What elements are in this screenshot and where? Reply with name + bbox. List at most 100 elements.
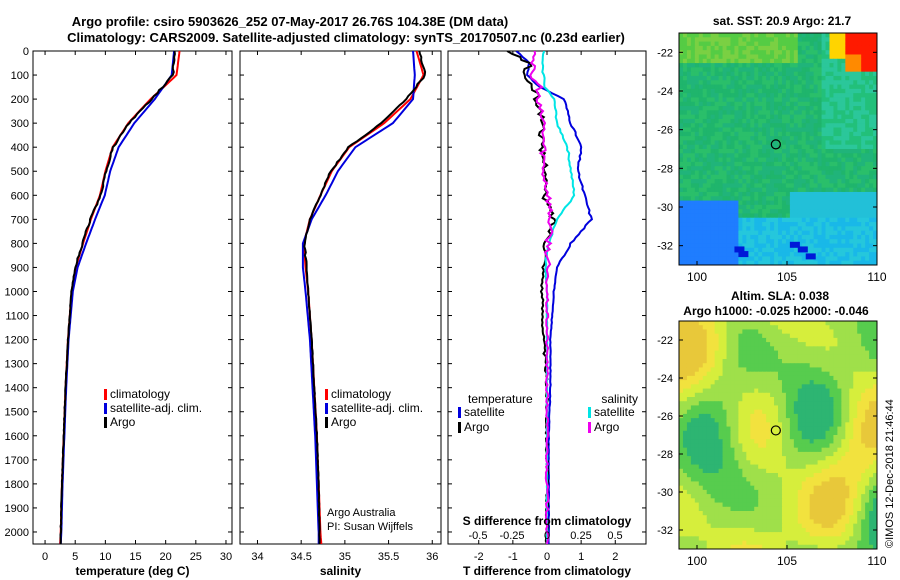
map-cell (821, 325, 827, 330)
map-cell (710, 136, 716, 141)
map-cell (758, 447, 763, 453)
map-cell (730, 123, 735, 129)
map-cell (869, 321, 874, 326)
map-cell (754, 166, 759, 171)
map-cell (742, 392, 747, 398)
map-cell (778, 350, 783, 356)
map-cell (702, 359, 708, 364)
map-cell (686, 118, 692, 124)
map-cell (778, 464, 783, 470)
map-cell (837, 123, 842, 129)
map-cell (766, 114, 771, 120)
map-cell (734, 243, 739, 249)
map-cell (778, 213, 783, 219)
map-cell (746, 439, 751, 444)
map-cell (797, 118, 803, 124)
map-cell (722, 118, 728, 124)
x-tick-label: 25 (190, 551, 202, 563)
map-cell (726, 342, 731, 347)
map-cell (778, 33, 783, 38)
salinity-profile: 34 34.5 35 35.5 36salinityclimatologysatelli… (239, 50, 442, 578)
map-cell (770, 329, 775, 335)
map-cell (722, 359, 728, 364)
map-cell (726, 439, 731, 444)
map-cell (817, 37, 823, 43)
map-cell (734, 439, 739, 444)
map-cell (766, 443, 771, 449)
map-cell (754, 401, 759, 406)
map-cell (789, 222, 795, 227)
map-cell (845, 380, 850, 385)
map-cell (750, 191, 755, 197)
map-cell (778, 183, 783, 189)
map-cell (722, 50, 728, 55)
map-cell (825, 405, 830, 411)
map-cell (785, 363, 791, 368)
map-cell (845, 196, 850, 202)
map-cell (829, 468, 834, 474)
map-cell (797, 443, 803, 449)
map-cell (746, 460, 751, 466)
map-cell (698, 97, 704, 103)
map-cell (837, 58, 842, 64)
map-cell (809, 110, 815, 116)
map-cell (841, 149, 846, 154)
map-cell (801, 131, 807, 137)
map-cell (829, 226, 834, 232)
map-cell (698, 101, 704, 107)
map-cell (865, 97, 870, 103)
map-cell (813, 397, 819, 402)
map-cell (714, 325, 720, 330)
map-cell (841, 363, 846, 368)
map-cell (770, 114, 775, 120)
map-cell (718, 84, 724, 90)
map-cell (869, 174, 874, 180)
map-cell (778, 75, 783, 81)
map-cell (813, 88, 819, 94)
map-cell (714, 217, 720, 223)
map-cell (746, 54, 751, 60)
map-cell (793, 41, 799, 47)
map-cell (742, 110, 747, 116)
map-cell (690, 468, 696, 474)
map-cell (714, 477, 720, 482)
map-cell (825, 217, 830, 223)
map-cell (809, 329, 815, 335)
map-cell (754, 140, 759, 146)
map-cell (738, 230, 743, 236)
map-cell (865, 473, 870, 478)
map-cell (694, 350, 700, 356)
map-cell (730, 75, 735, 81)
map-cell (698, 170, 704, 176)
map-cell (702, 435, 708, 440)
map-cell (778, 422, 783, 428)
map-cell (805, 230, 811, 236)
map-cell (726, 481, 731, 487)
map-cell (714, 397, 720, 402)
map-cell (694, 183, 700, 189)
map-cell (857, 191, 862, 197)
map-cell (742, 71, 747, 77)
map-cell (682, 118, 688, 124)
map-cell (797, 153, 803, 159)
map-cell (785, 88, 791, 94)
map-cell (726, 75, 731, 81)
map-cell (734, 485, 739, 491)
map-cell (793, 191, 799, 197)
map-cell (762, 187, 767, 193)
map-cell (758, 166, 763, 171)
map-cell (679, 80, 684, 86)
map-cell (853, 230, 858, 236)
map-cell (774, 161, 779, 167)
map-cell (766, 37, 771, 43)
map-cell (865, 256, 870, 262)
map-cell (869, 123, 874, 129)
map-cell (821, 247, 827, 253)
map-cell (845, 443, 850, 449)
map-cell (770, 110, 775, 116)
map-cell (750, 397, 755, 402)
map-cell (762, 380, 767, 385)
map-cell (702, 397, 708, 402)
map-cell (841, 375, 846, 381)
map-cell (722, 329, 728, 335)
